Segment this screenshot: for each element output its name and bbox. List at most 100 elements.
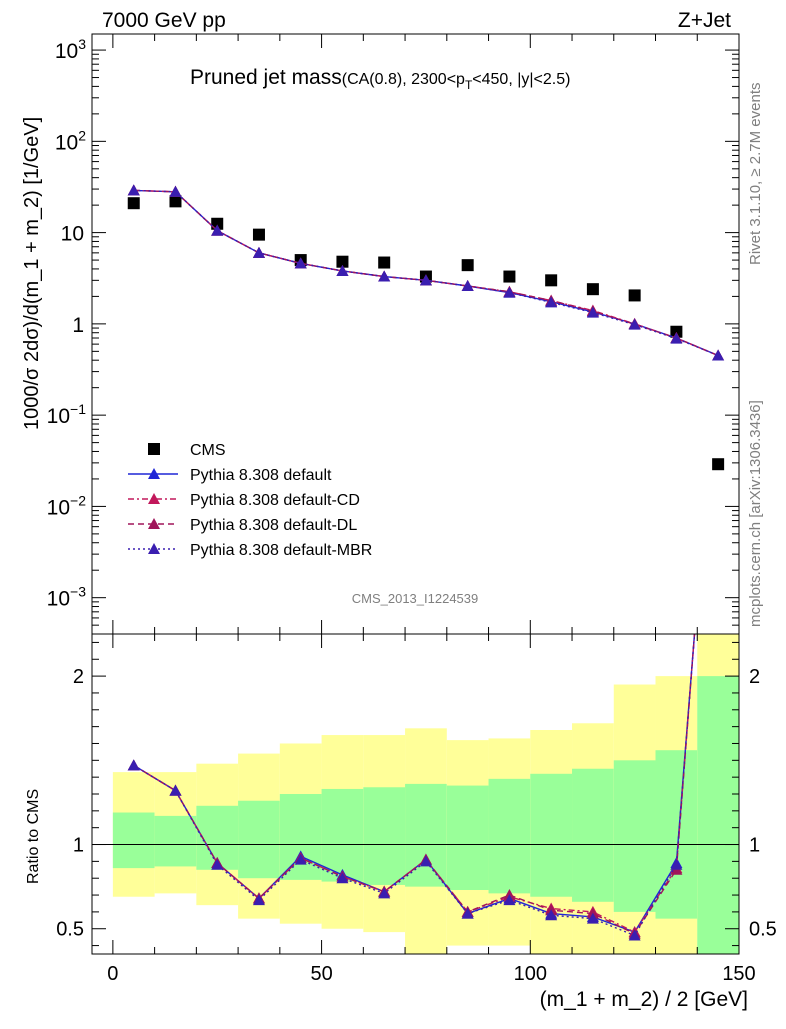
ratio-series-group	[127, 634, 696, 941]
ratio-panel-series	[127, 634, 696, 941]
ratio-series-marker	[211, 858, 224, 870]
uncertainty-band-inner	[488, 778, 531, 894]
series-marker	[670, 332, 683, 344]
ratio-series-line	[133, 634, 696, 937]
energy-label: 7000 GeV pp	[102, 9, 226, 32]
ratio-series-marker	[586, 912, 599, 924]
process-label: Z+Jet	[678, 9, 731, 32]
side-mcplots-label: mcplots.cern.ch [arXiv:1306.3436]	[747, 400, 764, 627]
series-marker	[211, 224, 224, 236]
uncertainty-band-inner	[363, 787, 406, 885]
series-marker	[545, 296, 558, 308]
legend-marker	[148, 468, 160, 479]
main-panel-series	[127, 184, 725, 471]
side-rivet-label: Rivet 3.1.10, ≥ 2.7M events	[747, 83, 764, 266]
ratio-series-marker	[461, 907, 474, 919]
data-point-cms	[336, 255, 349, 268]
ratio-y-tick-label-right: 0.5	[749, 919, 777, 941]
series-marker	[378, 270, 391, 282]
ratio-series-marker	[336, 872, 349, 884]
series-marker	[336, 264, 349, 276]
data-point-cms	[628, 289, 641, 302]
ratio-series-marker	[169, 784, 182, 796]
data-point-cms	[127, 197, 140, 210]
legend-marker-cms	[148, 443, 160, 455]
analysis-id: CMS_2013_I1224539	[352, 591, 479, 606]
ratio-series-marker	[503, 894, 516, 906]
data-point-cms	[503, 270, 516, 283]
legend-label: CMS	[190, 442, 226, 459]
y-tick-label: 10−2	[47, 492, 87, 519]
uncertainty-band-inner	[697, 676, 739, 954]
ratio-y-tick-label-left: 1	[73, 835, 84, 857]
uncertainty-band-inner	[279, 794, 322, 880]
x-tick-label: 150	[722, 963, 755, 985]
legend-marker	[148, 493, 160, 504]
ratio-panel-frame	[91, 633, 740, 955]
ratio-panel-bands	[92, 634, 739, 954]
plot-subtitle-pre: (CA(0.8), 2300<p	[342, 71, 465, 88]
ratio-series-marker	[252, 894, 265, 906]
plot-title-main: Pruned jet mass	[190, 66, 342, 89]
data-point-cms	[670, 325, 683, 338]
legend: CMS Pythia 8.308 default Pythia 8.308 defa…	[128, 442, 372, 559]
uncertainty-band-inner	[112, 812, 155, 869]
uncertainty-band-inner	[446, 785, 489, 890]
series-marker	[461, 280, 474, 292]
ratio-series-marker	[670, 858, 683, 870]
ratio-series-marker	[127, 759, 140, 771]
legend-marker	[148, 543, 160, 554]
ratio-y-axis-title: Ratio to CMS	[25, 789, 42, 884]
uncertainty-band-inner	[572, 768, 614, 902]
ratio-series-marker	[545, 909, 558, 921]
plot-subtitle-sub: T	[465, 78, 473, 92]
y-tick-label: 10−3	[47, 584, 87, 611]
ratio-y-tick-label-right: 1	[749, 835, 760, 857]
y-tick-label: 10−1	[47, 401, 87, 428]
legend-marker	[148, 518, 160, 529]
legend-label: Pythia 8.308 default-DL	[190, 517, 357, 534]
ratio-series-marker	[419, 855, 432, 867]
data-point-cms	[461, 259, 474, 272]
data-point-cms	[252, 228, 265, 241]
main-y-axis-title: 1000/σ 2dσ)/d(m_1 + m_2) [1/GeV]	[21, 117, 43, 430]
series-marker	[628, 318, 641, 330]
legend-label: Pythia 8.308 default-CD	[190, 492, 360, 509]
series-marker	[503, 286, 516, 298]
x-tick-label: 100	[514, 963, 547, 985]
series-marker	[419, 274, 432, 286]
uncertainty-band-inner	[238, 800, 280, 879]
plot-title: Pruned jet mass(CA(0.8), 2300<pT<450, |y…	[190, 66, 570, 92]
ratio-y-tick-label-right: 2	[749, 666, 760, 688]
ratio-series-marker	[378, 887, 391, 899]
ratio-y-tick-label-left: 0.5	[56, 919, 84, 941]
series-marker	[586, 306, 599, 318]
ratio-y-tick-label-left: 2	[73, 666, 84, 688]
ratio-series-marker	[294, 853, 307, 865]
ratio-series-marker	[628, 929, 641, 941]
data-point-cms	[545, 274, 558, 287]
data-point-cms	[712, 458, 725, 471]
uncertainty-band-inner	[154, 815, 197, 867]
ratio-panel-tick-labels: 0.5 0.5 1 1 2 2 0 50 100 150	[56, 666, 777, 985]
series-marker	[252, 246, 265, 258]
uncertainty-band-inner	[613, 760, 656, 912]
series-marker	[294, 257, 307, 269]
series-marker	[127, 184, 140, 196]
legend-label: Pythia 8.308 default-MBR	[190, 542, 372, 559]
data-point-cms	[211, 217, 224, 230]
x-tick-label: 0	[107, 963, 118, 985]
y-tick-label: 1	[72, 314, 84, 337]
y-tick-label: 103	[55, 36, 86, 63]
x-tick-label: 50	[310, 963, 332, 985]
plot-subtitle-post: <450, |y|<2.5)	[472, 71, 570, 88]
y-tick-label: 10	[61, 223, 84, 246]
uncertainty-band-inner	[321, 788, 364, 882]
uncertainty-band-inner	[530, 773, 573, 897]
ratio-series-line	[133, 634, 696, 935]
x-axis-title: (m_1 + m_2) / 2 [GeV]	[540, 988, 748, 1011]
data-point-cms	[378, 256, 391, 269]
y-tick-label: 102	[55, 127, 86, 154]
